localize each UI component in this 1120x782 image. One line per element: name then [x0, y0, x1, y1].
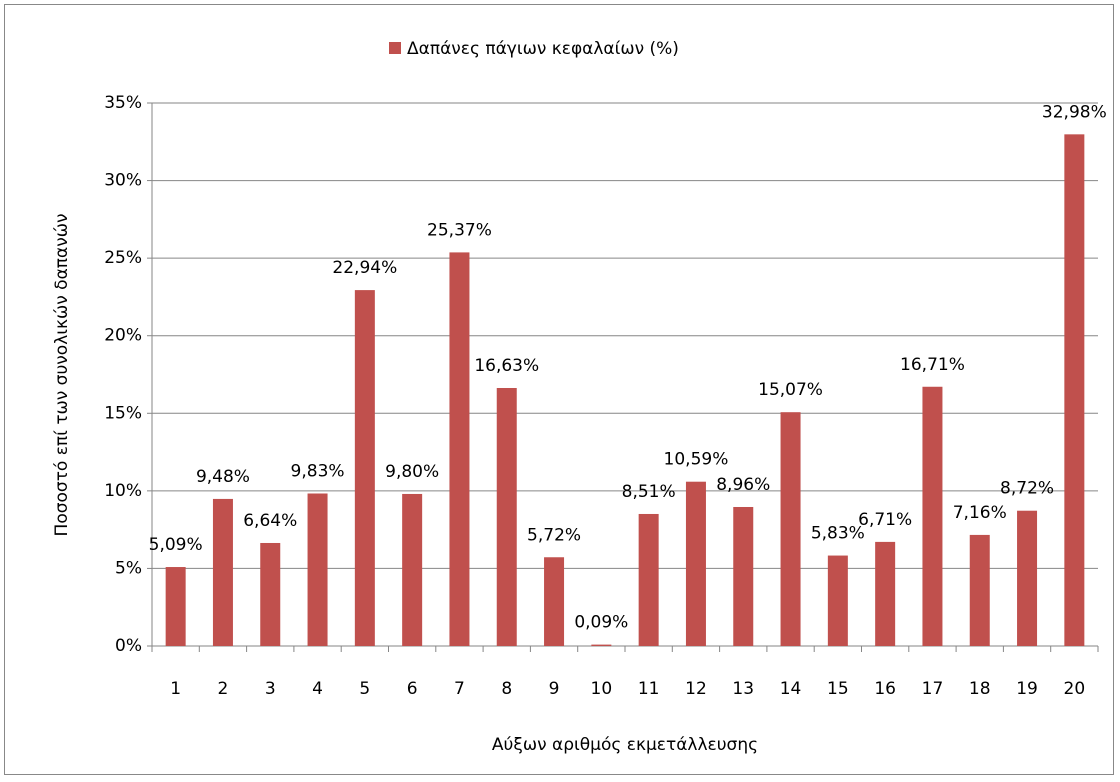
- chart-frame: [4, 4, 1114, 775]
- legend-label: Δαπάνες πάγιων κεφαλαίων (%): [407, 39, 679, 59]
- bar: [780, 412, 801, 646]
- x-tick-label: 4: [312, 679, 323, 699]
- x-tick-label: 10: [591, 679, 613, 699]
- bar: [544, 557, 565, 646]
- y-tick-label: 10%: [104, 481, 142, 501]
- bar: [449, 252, 470, 646]
- data-label: 8,96%: [716, 475, 770, 495]
- x-tick-label: 17: [922, 679, 944, 699]
- x-tick-label: 11: [638, 679, 660, 699]
- bar: [212, 498, 233, 646]
- x-tick-label: 15: [827, 679, 849, 699]
- data-label: 9,83%: [291, 461, 345, 481]
- data-label: 8,51%: [622, 482, 676, 502]
- bar: [307, 493, 328, 646]
- bar: [591, 644, 612, 646]
- y-tick-label: 35%: [104, 93, 142, 113]
- bar: [733, 506, 754, 646]
- bar: [685, 481, 706, 646]
- legend-swatch: [389, 42, 401, 54]
- bar: [354, 290, 375, 646]
- x-tick-label: 3: [265, 679, 276, 699]
- data-label: 16,63%: [474, 356, 539, 376]
- bar: [969, 534, 990, 646]
- y-tick-label: 30%: [104, 171, 142, 191]
- data-label: 9,80%: [385, 462, 439, 482]
- data-label: 22,94%: [332, 258, 397, 278]
- data-label: 6,71%: [858, 510, 912, 530]
- data-label: 15,07%: [758, 380, 823, 400]
- data-label: 6,64%: [243, 511, 297, 531]
- x-tick-label: 6: [407, 679, 418, 699]
- bar: [638, 513, 659, 646]
- x-tick-label: 18: [969, 679, 991, 699]
- x-tick-label: 7: [454, 679, 465, 699]
- x-tick-label: 12: [685, 679, 707, 699]
- data-label: 5,72%: [527, 525, 581, 545]
- x-tick-label: 8: [501, 679, 512, 699]
- x-tick-label: 2: [218, 679, 229, 699]
- y-axis-label: Ποσοστό επί των συνολικών δαπανών: [52, 214, 72, 537]
- x-tick-label: 1: [170, 679, 181, 699]
- y-tick-label: 15%: [104, 403, 142, 423]
- bar: [1017, 510, 1038, 646]
- bar: [922, 386, 943, 646]
- data-label: 10,59%: [664, 450, 729, 470]
- data-label: 0,09%: [574, 613, 628, 633]
- data-label: 8,72%: [1000, 479, 1054, 499]
- bar: [1064, 134, 1085, 646]
- y-tick-label: 5%: [115, 558, 142, 578]
- data-label: 9,48%: [196, 467, 250, 487]
- x-axis-label: Αύξων αριθμός εκμετάλλευσης: [492, 735, 758, 755]
- bar: [402, 493, 423, 646]
- bar: [875, 541, 896, 646]
- x-tick-label: 16: [874, 679, 896, 699]
- y-tick-label: 20%: [104, 326, 142, 346]
- data-label: 5,83%: [811, 524, 865, 544]
- data-label: 5,09%: [149, 535, 203, 555]
- bar: [496, 387, 517, 646]
- data-label: 16,71%: [900, 355, 965, 375]
- data-label: 7,16%: [953, 503, 1007, 523]
- x-tick-label: 5: [359, 679, 370, 699]
- bar: [165, 567, 186, 646]
- bar: [260, 542, 281, 646]
- x-tick-label: 14: [780, 679, 802, 699]
- data-label: 32,98%: [1042, 102, 1107, 122]
- bar: [827, 555, 848, 646]
- y-tick-label: 25%: [104, 248, 142, 268]
- x-tick-label: 13: [732, 679, 754, 699]
- x-tick-label: 9: [549, 679, 560, 699]
- y-tick-label: 0%: [115, 636, 142, 656]
- data-label: 25,37%: [427, 220, 492, 240]
- x-tick-label: 19: [1016, 679, 1038, 699]
- x-tick-label: 20: [1064, 679, 1086, 699]
